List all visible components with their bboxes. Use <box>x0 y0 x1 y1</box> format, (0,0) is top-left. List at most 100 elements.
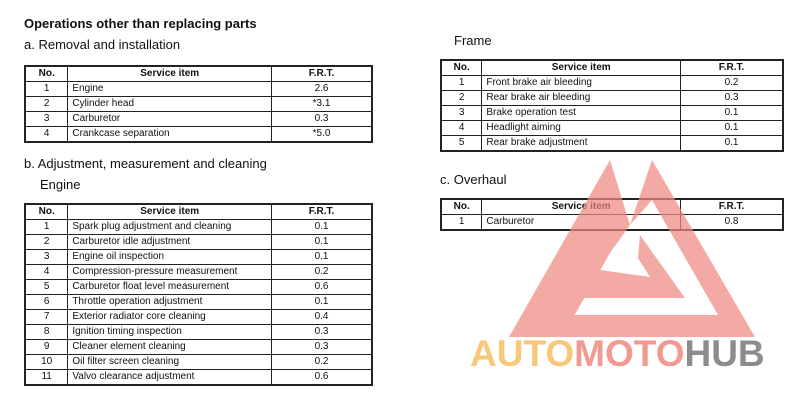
table-row: 1 Carburetor 0.8 <box>440 214 784 231</box>
watermark-moto: MOTO <box>574 333 684 374</box>
table-row: 3 Brake operation test 0.1 <box>440 105 784 121</box>
column-header-no: No. <box>24 203 69 220</box>
table-row: 1 Front brake air bleeding 0.2 <box>440 75 784 91</box>
row-number: 9 <box>24 339 69 355</box>
row-number: 2 <box>24 234 69 250</box>
frt-value: 0.3 <box>680 90 784 106</box>
service-item: Front brake air bleeding <box>481 75 682 91</box>
service-item: Valvo clearance adjustment <box>67 369 273 386</box>
row-number: 8 <box>24 324 69 340</box>
column-header-frt: F.R.T. <box>271 203 373 220</box>
section-a-heading: a. Removal and installation <box>24 37 181 52</box>
frt-value: 0.1 <box>680 120 784 136</box>
frt-value: *5.0 <box>271 126 373 143</box>
frt-value: 0.3 <box>271 111 373 127</box>
frame-table: No. Service item F.R.T. 1 Front brake air bl… <box>440 59 784 152</box>
column-header-frt: F.R.T. <box>271 65 373 82</box>
row-number: 1 <box>24 81 69 97</box>
row-number: 3 <box>24 249 69 265</box>
row-number: 4 <box>440 120 483 136</box>
service-item: Brake operation test <box>481 105 682 121</box>
table-row: 5 Rear brake adjustment 0.1 <box>440 135 784 152</box>
row-number: 1 <box>440 75 483 91</box>
frt-value: 0.2 <box>680 75 784 91</box>
table-row: 10 Oil filter screen cleaning 0.2 <box>24 354 373 370</box>
section-b-heading: b. Adjustment, measurement and cleaning <box>24 156 267 171</box>
table-row: 2 Carburetor idle adjustment 0.1 <box>24 234 373 250</box>
row-number: 7 <box>24 309 69 325</box>
table-row: 11 Valvo clearance adjustment 0.6 <box>24 369 373 386</box>
frt-value: 0.3 <box>271 339 373 355</box>
page-title: Operations other than replacing parts <box>24 16 257 31</box>
row-number: 11 <box>24 369 69 386</box>
service-item: Exterior radiator core cleaning <box>67 309 273 325</box>
frt-value: 0.3 <box>271 324 373 340</box>
row-number: 4 <box>24 264 69 280</box>
watermark-hub: HUB <box>684 333 764 374</box>
row-number: 2 <box>24 96 69 112</box>
row-number: 1 <box>440 214 483 231</box>
service-item: Rear brake adjustment <box>481 135 682 152</box>
table-row: 4 Compression-pressure measurement 0.2 <box>24 264 373 280</box>
triangle-logo-icon <box>509 160 755 337</box>
row-number: 5 <box>24 279 69 295</box>
engine-table: No. Service item F.R.T. 1 Spark plug adjustm… <box>24 203 373 386</box>
table-row: 9 Cleaner element cleaning 0.3 <box>24 339 373 355</box>
table-row: 1 Engine 2.6 <box>24 81 373 97</box>
table-row: 7 Exterior radiator core cleaning 0.4 <box>24 309 373 325</box>
service-item: Engine oil inspection <box>67 249 273 265</box>
service-item: Cylinder head <box>67 96 273 112</box>
table-row: 4 Crankcase separation *5.0 <box>24 126 373 143</box>
frt-value: 0.1 <box>680 135 784 152</box>
service-item: Headlight aiming <box>481 120 682 136</box>
table-header-row: No. Service item F.R.T. <box>440 198 784 215</box>
frt-value: 0.8 <box>680 214 784 231</box>
engine-subheading: Engine <box>40 177 81 192</box>
table-row: 3 Engine oil inspection 0.1 <box>24 249 373 265</box>
column-header-no: No. <box>24 65 69 82</box>
section-c-heading: c. Overhaul <box>440 172 507 187</box>
service-item: Ignition timing inspection <box>67 324 273 340</box>
frt-value: 2.6 <box>271 81 373 97</box>
column-header-service-item: Service item <box>481 198 682 215</box>
service-item: Oil filter screen cleaning <box>67 354 273 370</box>
column-header-frt: F.R.T. <box>680 198 784 215</box>
removal-installation-table: No. Service item F.R.T. 1 Engine 2.6 2 Cylinder… <box>24 65 373 143</box>
column-header-service-item: Service item <box>67 203 273 220</box>
row-number: 10 <box>24 354 69 370</box>
table-row: 5 Carburetor float level measurement 0.6 <box>24 279 373 295</box>
column-header-frt: F.R.T. <box>680 59 784 76</box>
service-item: Crankcase separation <box>67 126 273 143</box>
table-row: 2 Rear brake air bleeding 0.3 <box>440 90 784 106</box>
table-header-row: No. Service item F.R.T. <box>440 59 784 76</box>
row-number: 4 <box>24 126 69 143</box>
frt-value: 0.1 <box>271 249 373 265</box>
frt-value: 0.2 <box>271 264 373 280</box>
row-number: 2 <box>440 90 483 106</box>
table-row: 1 Spark plug adjustment and cleaning 0.1 <box>24 219 373 235</box>
service-item: Carburetor <box>481 214 682 231</box>
column-header-service-item: Service item <box>67 65 273 82</box>
watermark-text: AUTOMOTOHUB <box>470 333 765 374</box>
row-number: 3 <box>24 111 69 127</box>
service-item: Carburetor <box>67 111 273 127</box>
frt-value: 0.6 <box>271 369 373 386</box>
frt-value: *3.1 <box>271 96 373 112</box>
service-item: Spark plug adjustment and cleaning <box>67 219 273 235</box>
service-item: Engine <box>67 81 273 97</box>
frt-value: 0.2 <box>271 354 373 370</box>
service-item: Carburetor idle adjustment <box>67 234 273 250</box>
column-header-service-item: Service item <box>481 59 682 76</box>
frt-value: 0.1 <box>271 294 373 310</box>
row-number: 1 <box>24 219 69 235</box>
row-number: 5 <box>440 135 483 152</box>
frame-subheading: Frame <box>454 33 492 48</box>
service-item: Carburetor float level measurement <box>67 279 273 295</box>
frt-value: 0.1 <box>271 219 373 235</box>
service-item: Compression-pressure measurement <box>67 264 273 280</box>
table-row: 3 Carburetor 0.3 <box>24 111 373 127</box>
column-header-no: No. <box>440 59 483 76</box>
row-number: 3 <box>440 105 483 121</box>
table-header-row: No. Service item F.R.T. <box>24 65 373 82</box>
frt-value: 0.6 <box>271 279 373 295</box>
